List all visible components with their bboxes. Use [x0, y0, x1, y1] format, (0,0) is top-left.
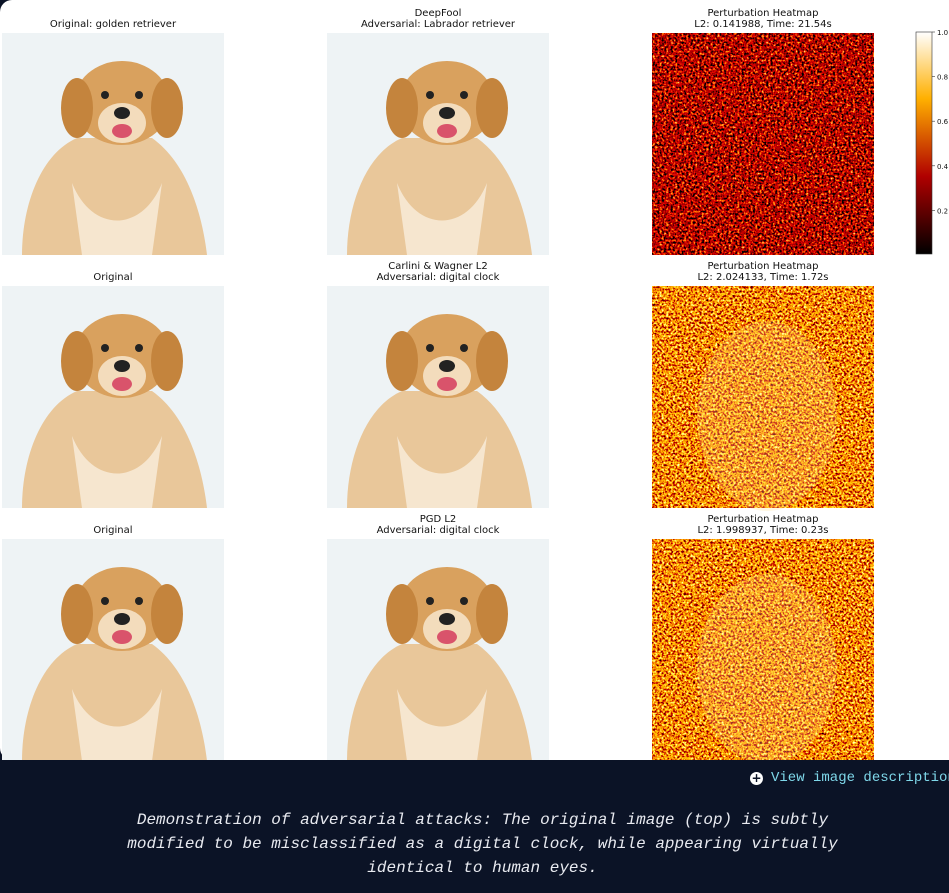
link-text[interactable]: View image description [771, 770, 949, 786]
colorbar-tick-label: 0.2 [937, 207, 948, 215]
adversarial-image [327, 33, 549, 255]
perturbation-heatmap [652, 539, 874, 760]
original-image [2, 33, 224, 255]
colorbar [915, 31, 933, 255]
original-image [2, 286, 224, 508]
heatmap-title: Perturbation Heatmap [707, 8, 818, 19]
attack-title: PGD L2 [420, 514, 457, 525]
heatmap-highlight [697, 574, 837, 760]
attack-title: Carlini & Wagner L2 [388, 261, 488, 272]
heatmap-title: L2: 0.141988, Time: 21.54s [694, 19, 831, 30]
image-title: Original [93, 272, 132, 283]
perturbation-heatmap [652, 33, 874, 255]
colorbar-tick-label: 1.0 [937, 29, 948, 37]
heatmap-title: L2: 2.024133, Time: 1.72s [697, 272, 828, 283]
original-image [2, 539, 224, 760]
caption: Demonstration of adversarial attacks: Th… [127, 811, 838, 877]
plus-icon: + [750, 770, 763, 785]
heatmap-title: L2: 1.998937, Time: 0.23s [697, 525, 828, 536]
colorbar-tick-label: 0.8 [937, 74, 948, 82]
attack-title: Adversarial: Labrador retriever [361, 19, 516, 30]
attack-title: Adversarial: digital clock [377, 525, 500, 536]
image-title: Original: golden retriever [50, 19, 177, 30]
heatmap-title: Perturbation Heatmap [707, 514, 818, 525]
attack-title: Adversarial: digital clock [377, 272, 500, 283]
adversarial-image [327, 286, 549, 508]
image-title: Original [93, 525, 132, 536]
adversarial-image [327, 539, 549, 760]
perturbation-heatmap [652, 286, 874, 508]
heatmap-title: Perturbation Heatmap [707, 261, 818, 272]
colorbar-tick-label: 0.6 [937, 118, 949, 126]
view-description-link[interactable]: + View image description [750, 770, 949, 786]
figure: Original: golden retrieverDeepFoolAdvers… [0, 0, 949, 760]
heatmap-highlight [697, 321, 837, 511]
colorbar-tick-label: 0.4 [937, 163, 949, 171]
attack-title: DeepFool [415, 8, 462, 19]
